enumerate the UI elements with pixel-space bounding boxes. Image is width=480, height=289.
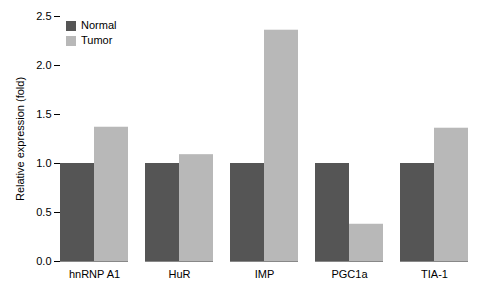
svg-text:2.5: 2.5 — [36, 10, 51, 22]
svg-text:IMP: IMP — [255, 268, 275, 280]
svg-text:HuR: HuR — [168, 268, 190, 280]
svg-text:hnRNP A1: hnRNP A1 — [69, 268, 120, 280]
svg-text:TIA-1: TIA-1 — [421, 268, 448, 280]
html-text:Tumor: Tumor — [81, 34, 113, 46]
svg-text:Relative expression (fold): Relative expression (fold) — [14, 77, 26, 201]
svg-text:1.0: 1.0 — [36, 157, 51, 169]
svg-text:0.0: 0.0 — [36, 255, 51, 267]
svg-text:1.5: 1.5 — [36, 108, 51, 120]
svg-text:2.0: 2.0 — [36, 59, 51, 71]
svg-text:PGC1a: PGC1a — [331, 268, 368, 280]
svg-text:0.5: 0.5 — [36, 206, 51, 218]
html-text:Normal: Normal — [81, 19, 117, 31]
